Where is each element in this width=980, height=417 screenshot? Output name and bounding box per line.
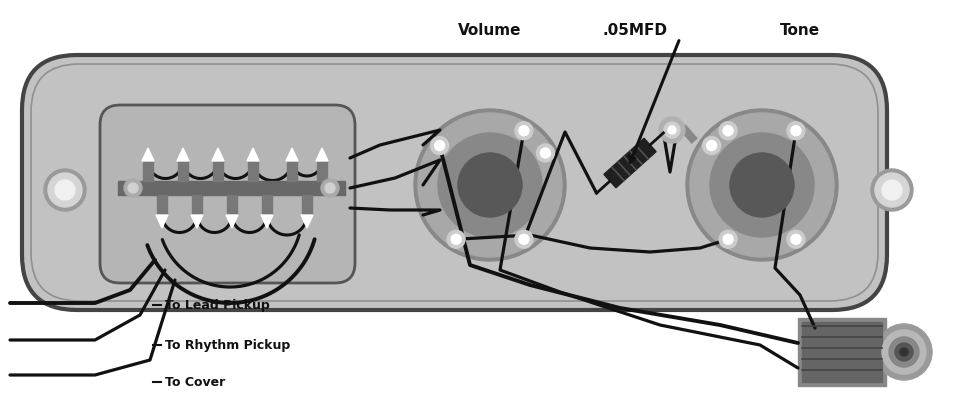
Circle shape xyxy=(686,109,838,261)
Circle shape xyxy=(536,144,555,162)
Circle shape xyxy=(871,169,913,211)
Bar xyxy=(213,161,223,181)
Circle shape xyxy=(447,230,465,248)
Circle shape xyxy=(430,137,449,155)
Bar xyxy=(227,195,237,215)
Polygon shape xyxy=(286,148,298,161)
Bar xyxy=(802,322,882,382)
Circle shape xyxy=(124,179,142,197)
Circle shape xyxy=(44,169,86,211)
Circle shape xyxy=(876,324,932,380)
Circle shape xyxy=(875,173,909,207)
Circle shape xyxy=(458,153,522,217)
FancyBboxPatch shape xyxy=(22,55,887,310)
Bar xyxy=(287,161,297,181)
Bar xyxy=(302,195,312,215)
Text: To Lead Pickup: To Lead Pickup xyxy=(165,299,270,311)
Circle shape xyxy=(900,348,908,356)
Circle shape xyxy=(519,126,529,136)
Circle shape xyxy=(55,180,75,200)
Circle shape xyxy=(787,122,805,140)
Polygon shape xyxy=(142,148,154,161)
Circle shape xyxy=(540,148,551,158)
Circle shape xyxy=(707,141,716,151)
Circle shape xyxy=(723,126,733,136)
Polygon shape xyxy=(604,138,656,188)
Polygon shape xyxy=(156,215,168,228)
Circle shape xyxy=(659,117,685,143)
Circle shape xyxy=(882,180,902,200)
Circle shape xyxy=(710,133,814,237)
Text: Volume: Volume xyxy=(459,23,521,38)
Polygon shape xyxy=(316,148,328,161)
Text: .05MFD: .05MFD xyxy=(603,23,667,38)
Polygon shape xyxy=(261,215,273,228)
Circle shape xyxy=(791,126,801,136)
FancyBboxPatch shape xyxy=(100,105,355,283)
Polygon shape xyxy=(226,215,238,228)
Circle shape xyxy=(719,122,737,140)
Bar xyxy=(798,318,886,386)
Bar xyxy=(157,195,167,215)
Circle shape xyxy=(787,230,805,248)
Circle shape xyxy=(414,109,566,261)
Bar xyxy=(262,195,272,215)
Circle shape xyxy=(664,122,680,138)
Polygon shape xyxy=(191,215,203,228)
Circle shape xyxy=(719,230,737,248)
Bar xyxy=(178,161,188,181)
Circle shape xyxy=(882,330,926,374)
Circle shape xyxy=(325,183,335,193)
Circle shape xyxy=(895,343,913,361)
Circle shape xyxy=(690,113,834,257)
Circle shape xyxy=(723,234,733,244)
Polygon shape xyxy=(177,148,189,161)
Circle shape xyxy=(514,230,533,248)
Circle shape xyxy=(791,234,801,244)
Circle shape xyxy=(321,179,339,197)
Circle shape xyxy=(514,122,533,140)
Circle shape xyxy=(48,173,82,207)
Bar xyxy=(317,161,327,181)
Circle shape xyxy=(703,137,720,155)
Polygon shape xyxy=(301,215,313,228)
Polygon shape xyxy=(212,148,224,161)
Circle shape xyxy=(434,141,445,151)
Circle shape xyxy=(438,133,542,237)
Bar xyxy=(118,181,345,195)
Circle shape xyxy=(668,126,676,134)
Circle shape xyxy=(451,234,461,244)
Bar xyxy=(143,161,153,181)
Text: To Cover: To Cover xyxy=(165,375,225,389)
Polygon shape xyxy=(247,148,259,161)
Text: To Rhythm Pickup: To Rhythm Pickup xyxy=(165,339,290,352)
Circle shape xyxy=(128,183,138,193)
Circle shape xyxy=(519,234,529,244)
Bar xyxy=(192,195,202,215)
Bar xyxy=(248,161,258,181)
Circle shape xyxy=(730,153,794,217)
Circle shape xyxy=(418,113,562,257)
Circle shape xyxy=(889,337,919,367)
Text: Tone: Tone xyxy=(780,23,820,38)
